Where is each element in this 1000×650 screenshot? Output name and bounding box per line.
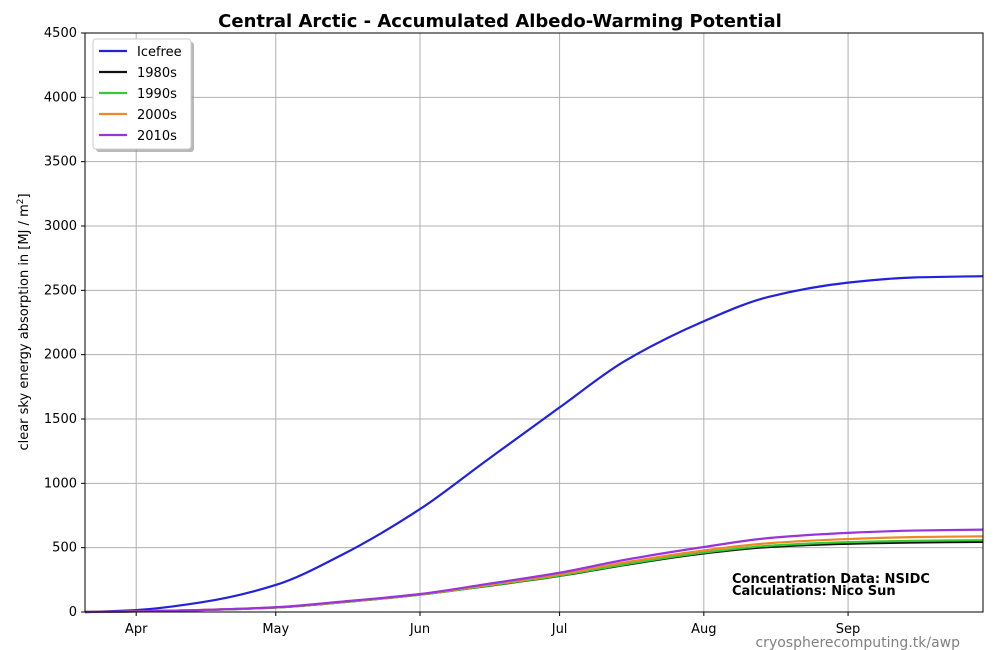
series-line-2010s (84, 528, 984, 614)
y-tick-label: 1500 (44, 412, 77, 427)
y-tick-label: 4500 (44, 26, 77, 41)
y-tick-label: 1000 (44, 476, 77, 491)
y-tick-label: 4000 (44, 90, 77, 105)
x-tick-label: Apr (125, 622, 148, 637)
x-axis: Apr May Jun Jul Aug Sep (125, 612, 860, 637)
x-tick-label: Sep (836, 622, 861, 637)
legend: Icefree 1980s 1990s 2000s 2010s (92, 38, 194, 152)
x-tick-label: May (262, 622, 289, 637)
y-axis: 0 500 1000 1500 2000 2500 3000 3500 4000 4500 (44, 26, 85, 620)
legend-label: 2000s (137, 108, 177, 123)
plot-frame (84, 32, 984, 613)
chart-title: Central Arctic - Accumulated Albedo-Warm… (218, 11, 782, 32)
y-tick-label: 3000 (44, 219, 77, 234)
x-tick-label: Jul (551, 622, 568, 637)
legend-label: 1980s (137, 66, 177, 81)
legend-label: Icefree (137, 45, 182, 60)
legend-box (92, 38, 192, 150)
series-layer (84, 275, 984, 614)
annotation-data-source: Concentration Data: NSIDC (732, 572, 930, 587)
series-line-icefree (84, 275, 984, 614)
y-tick-label: 2500 (44, 283, 77, 298)
legend-label: 2010s (137, 129, 177, 144)
y-tick-label: 3500 (44, 155, 77, 170)
credit-link[interactable]: cryospherecomputing.tk/awp (755, 635, 960, 650)
x-tick-label: Aug (691, 622, 716, 637)
y-tick-label: 500 (52, 541, 77, 556)
x-tick-label: Jun (409, 622, 430, 637)
y-tick-label: 2000 (44, 348, 77, 363)
annotation-calculations: Calculations: Nico Sun (732, 584, 896, 599)
y-axis-label: clear sky energy absorption in [MJ / m2] (16, 193, 32, 450)
y-tick-label: 0 (69, 605, 77, 620)
legend-label: 1990s (137, 87, 177, 102)
